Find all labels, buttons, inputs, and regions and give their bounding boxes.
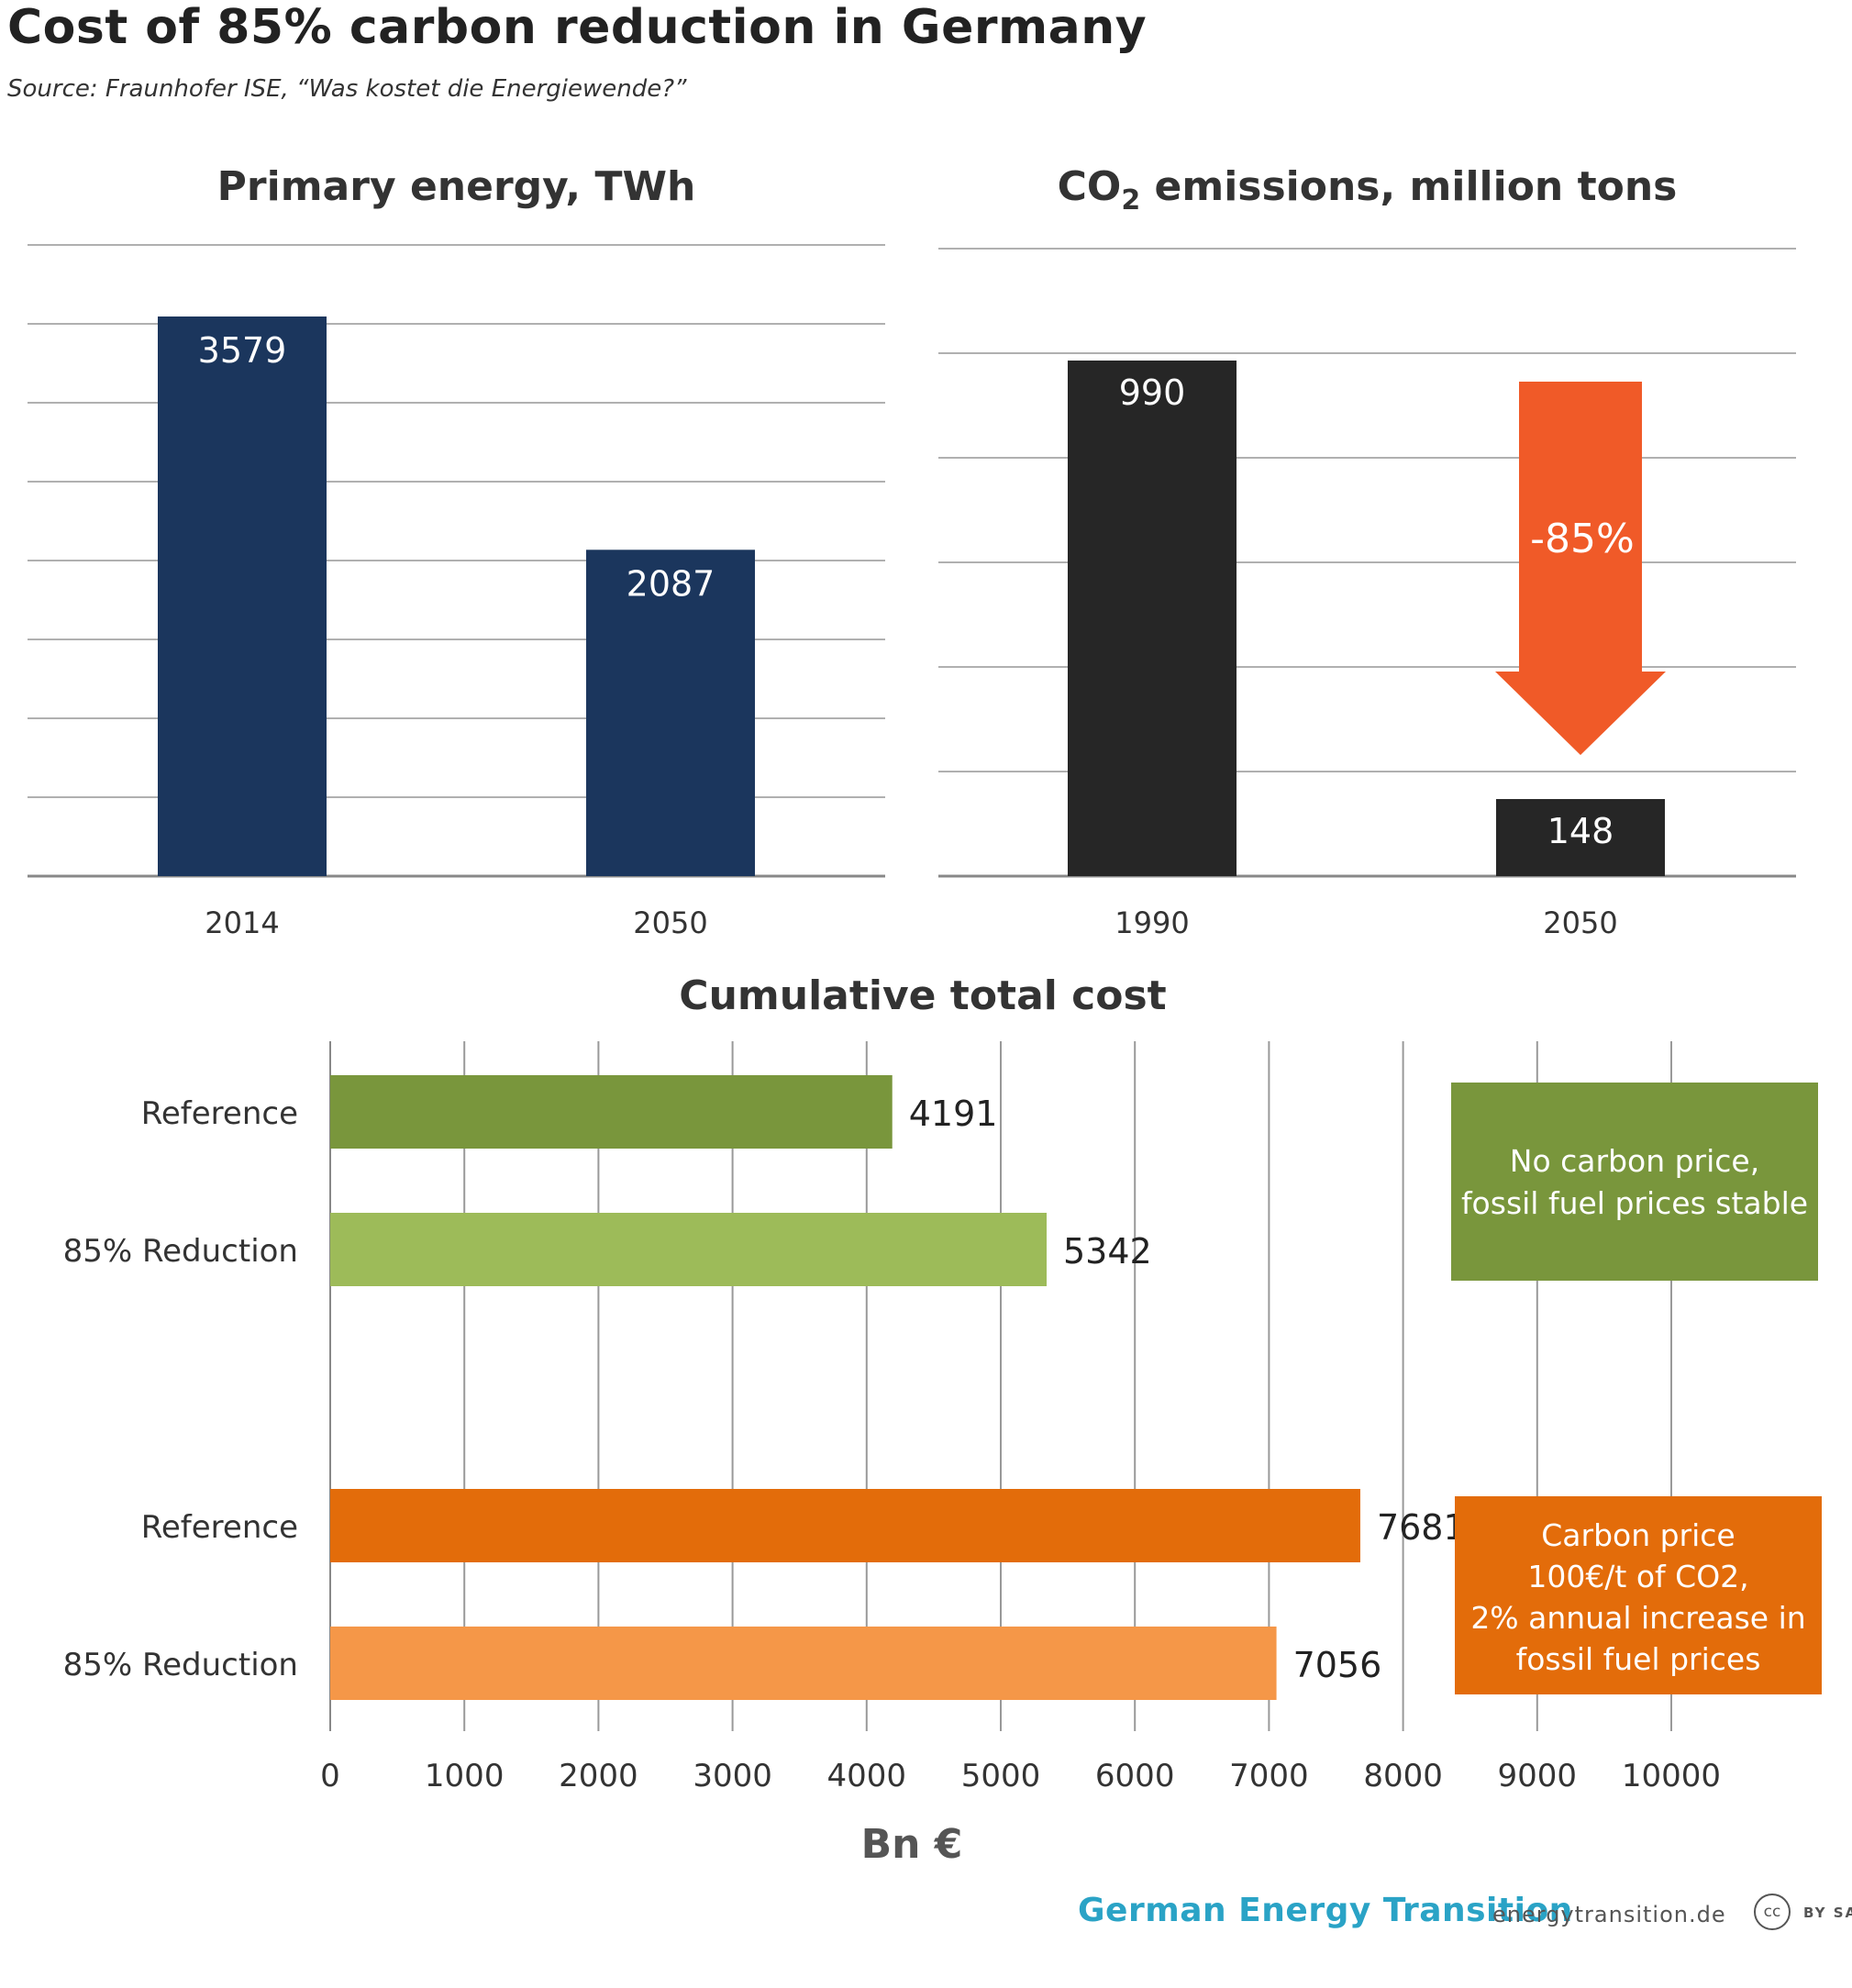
footer-brand: German Energy Transition <box>1078 1892 1573 1929</box>
energy-bar-label: 2087 <box>627 563 715 604</box>
reduction-arrow-icon <box>1495 382 1666 755</box>
cost-tick-label: 4000 <box>827 1758 907 1794</box>
energy-chart: 3579 2014 2087 2050 <box>28 244 885 940</box>
scenario-box-text: 2% annual increase in <box>1470 1600 1805 1636</box>
cost-category-label: Reference <box>141 1095 298 1132</box>
co2-chart-title: CO2 emissions, million tons <box>938 163 1796 217</box>
footer-site-link[interactable]: energytransition.de <box>1492 1902 1726 1927</box>
energy-category-label: 2050 <box>633 905 707 940</box>
cost-tick-label: 6000 <box>1095 1758 1175 1794</box>
cost-tick-label: 3000 <box>693 1758 772 1794</box>
cost-tick-label: 0 <box>320 1758 340 1794</box>
co2-title-sub: 2 <box>1121 183 1141 217</box>
co2-bar-label: 990 <box>1119 372 1186 413</box>
scenario-box <box>1455 1496 1822 1694</box>
cost-bar-label: 4191 <box>909 1094 998 1134</box>
page-title: Cost of 85% carbon reduction in Germany <box>7 0 1148 55</box>
cost-category-label: 85% Reduction <box>63 1647 298 1683</box>
co2-title-pre: CO <box>1057 163 1122 210</box>
co2-bar <box>1496 798 1665 876</box>
cost-bar <box>330 1075 893 1149</box>
scenario-box-text: No carbon price, <box>1510 1143 1759 1179</box>
energy-category-label: 2014 <box>205 905 279 940</box>
charts-canvas: 3579 2014 2087 2050 990 1990 148 2050 -85% 0 100… <box>28 244 1822 1868</box>
cost-tick-label: 1000 <box>425 1758 505 1794</box>
co2-category-label: 1990 <box>1115 905 1189 940</box>
cost-tick-label: 10000 <box>1622 1758 1721 1794</box>
cost-bar <box>330 1489 1360 1562</box>
cost-tick-label: 5000 <box>961 1758 1041 1794</box>
co2-bar-label: 148 <box>1547 811 1614 851</box>
cost-bar <box>330 1213 1048 1286</box>
cost-tick-label: 7000 <box>1229 1758 1309 1794</box>
co2-bar <box>1068 361 1237 876</box>
cost-tick-label: 2000 <box>559 1758 638 1794</box>
cost-axis-title: Bn € <box>861 1821 963 1868</box>
cost-bar-label: 5342 <box>1063 1231 1152 1272</box>
scenario-box-text: 100€/t of CO2, <box>1527 1559 1748 1594</box>
cc-license-label: BY SA <box>1803 1905 1852 1921</box>
co2-category-label: 2050 <box>1543 905 1617 940</box>
cost-chart: 0 1000 2000 3000 4000 5000 6000 7000 8000 9000 100… <box>63 1041 1822 1868</box>
co2-chart: 990 1990 148 2050 -85% <box>938 248 1796 940</box>
scenario-box-text: fossil fuel prices stable <box>1461 1185 1808 1221</box>
energy-bar-label: 3579 <box>198 330 287 371</box>
cost-category-label: 85% Reduction <box>63 1233 298 1270</box>
scenario-box-text: fossil fuel prices <box>1516 1641 1761 1677</box>
co2-title-post: emissions, million tons <box>1140 163 1678 210</box>
cost-tick-label: 9000 <box>1498 1758 1578 1794</box>
cost-category-label: Reference <box>141 1509 298 1546</box>
cost-tick-label: 8000 <box>1363 1758 1443 1794</box>
energy-bar <box>158 317 327 876</box>
energy-chart-title: Primary energy, TWh <box>216 163 696 210</box>
cost-chart-title: Cumulative total cost <box>679 972 1167 1019</box>
cost-bar-label: 7681 <box>1377 1507 1466 1548</box>
reduction-label: -85% <box>1530 516 1635 562</box>
cc-license-icon: cc <box>1754 1894 1791 1930</box>
scenario-box-text: Carbon price <box>1541 1517 1736 1553</box>
scenario-box <box>1451 1083 1818 1281</box>
source-note: Source: Fraunhofer ISE, “Was kostet die … <box>7 75 687 103</box>
energy-bar <box>586 550 755 876</box>
cost-bar-label: 7056 <box>1293 1645 1382 1685</box>
cost-bar <box>330 1627 1277 1700</box>
